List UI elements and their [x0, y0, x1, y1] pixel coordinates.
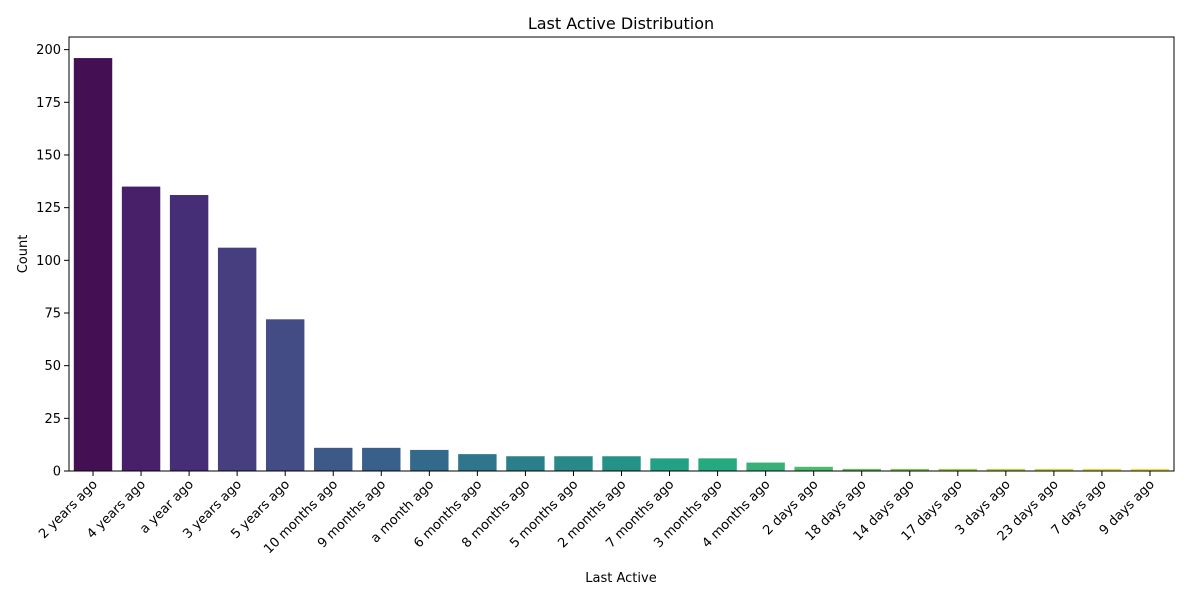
bar [458, 454, 497, 471]
y-tick-label: 25 [44, 412, 61, 427]
y-tick-label: 50 [44, 359, 61, 374]
bar [794, 466, 833, 471]
y-tick-label: 0 [53, 465, 61, 480]
bar [506, 456, 545, 471]
bar [73, 58, 113, 471]
bar [698, 458, 737, 471]
bar [1034, 468, 1074, 471]
x-axis-label: Last Active [585, 571, 656, 586]
y-tick-label: 100 [36, 254, 61, 269]
bars-group [73, 58, 1170, 471]
chart-title: Last Active Distribution [528, 14, 714, 33]
bar [650, 458, 689, 471]
bar [938, 468, 978, 471]
y-tick-label: 125 [36, 201, 61, 216]
bar [265, 319, 305, 471]
y-tick-label: 175 [36, 96, 61, 111]
y-axis: 0 25 50 75 100 125 150 175 200 [36, 43, 69, 480]
bar [1130, 468, 1170, 471]
bar [746, 462, 785, 471]
bar [1082, 468, 1122, 471]
bar [362, 447, 401, 471]
y-tick-label: 75 [44, 306, 61, 321]
y-tick-label: 150 [36, 148, 61, 163]
bar [217, 247, 257, 471]
bar [169, 195, 209, 471]
y-axis-label: Count [16, 235, 31, 274]
y-tick-label: 200 [36, 43, 61, 58]
bar [986, 468, 1026, 471]
plot-frame [68, 36, 1175, 472]
bar [602, 456, 641, 471]
bar [314, 447, 353, 471]
bar [121, 186, 161, 471]
bar [410, 449, 449, 471]
bar [842, 468, 881, 471]
bar [554, 456, 593, 471]
bar [890, 468, 929, 471]
